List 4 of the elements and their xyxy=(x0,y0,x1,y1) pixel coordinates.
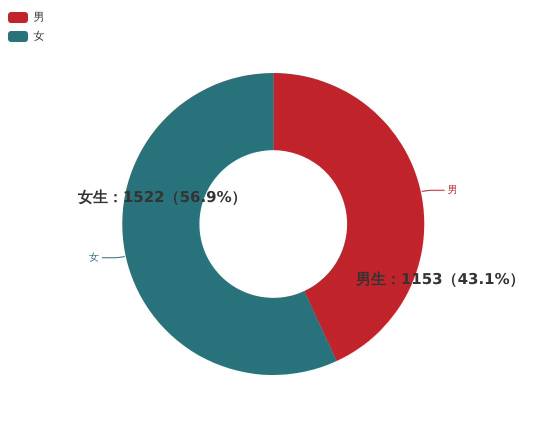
slice-label: 女 xyxy=(89,251,100,264)
legend-label: 女 xyxy=(34,29,44,42)
slice-label: 男 xyxy=(447,184,458,196)
legend-label: 男 xyxy=(34,10,44,24)
